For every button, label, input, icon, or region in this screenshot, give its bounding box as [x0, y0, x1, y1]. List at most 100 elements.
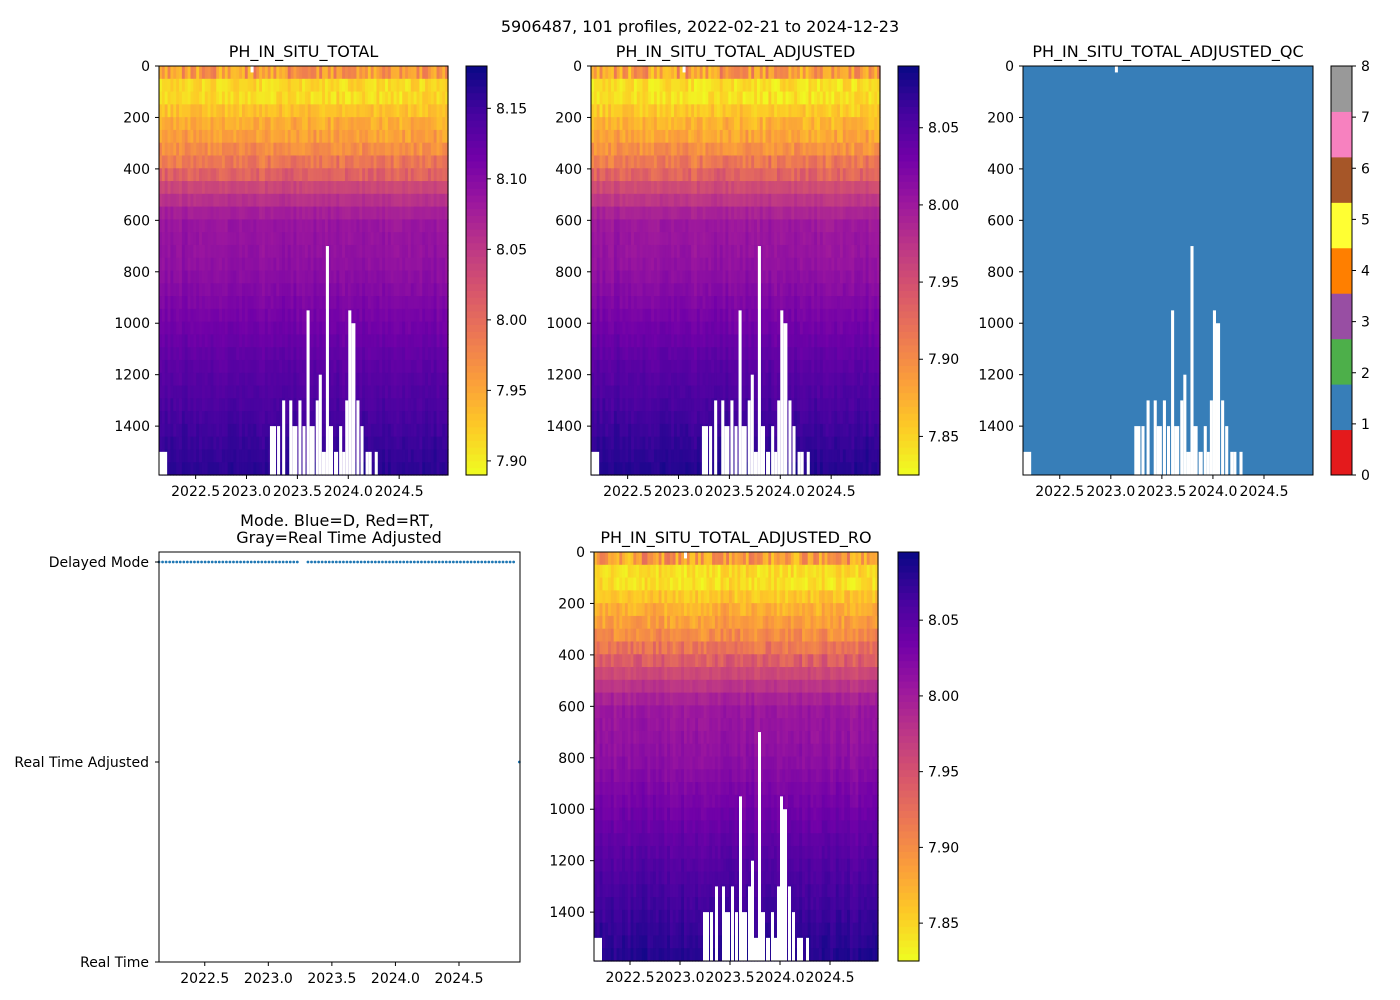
ph-raw-cell: [276, 270, 280, 284]
ph-adjusted-cell: [651, 462, 655, 476]
ph-raw-cell: [253, 283, 257, 297]
ph-raw-cell: [362, 449, 366, 463]
ph-raw-cell: [290, 219, 295, 233]
ph-raw-cell: [290, 91, 295, 105]
ph-adjusted-cell: [705, 129, 709, 144]
ph-raw-cell: [282, 206, 286, 220]
ph-raw-cell: [356, 244, 360, 259]
ph-adjusted-cell: [653, 411, 658, 425]
ph-raw-cell: [302, 181, 306, 195]
ph-raw-cell: [433, 423, 438, 438]
ph-adjusted-cell: [591, 283, 595, 297]
ph-raw-cell: [256, 411, 260, 425]
ph-raw-cell: [241, 66, 246, 80]
ph-adjusted-cell: [631, 91, 635, 105]
ph-adjusted-cell: [699, 244, 704, 259]
ph-raw-cell: [282, 117, 286, 131]
ph-adjusted-cell: [619, 193, 624, 208]
ph-raw-cell: [216, 78, 220, 93]
ph-adjusted-cell: [734, 321, 738, 336]
ph-raw-cell: [339, 142, 343, 157]
ph-adjusted-cell: [716, 398, 721, 412]
ph-adjusted-cell: [602, 78, 606, 93]
ph-raw-cell: [250, 181, 255, 195]
ph-adjusted-cell: [676, 219, 681, 233]
ph-raw-cell: [316, 359, 320, 374]
ph-raw-cell: [405, 436, 409, 451]
ph-raw-cell: [164, 347, 169, 361]
ph-adjusted-cell: [734, 142, 738, 157]
ph-raw-cell: [293, 244, 297, 259]
ph-adjusted-cell: [642, 244, 646, 259]
ph-raw-cell: [396, 449, 400, 463]
ph-raw-cell: [179, 117, 183, 131]
ph-raw-cell: [241, 359, 246, 374]
ph-raw-cell: [379, 129, 383, 144]
ph-raw-cell: [284, 334, 289, 348]
ph-raw-cell: [359, 296, 363, 310]
ph-raw-cell: [253, 372, 257, 387]
ph-adjusted-cell: [622, 372, 626, 387]
ph-raw-colorbar-swatch: [466, 284, 487, 292]
ph-raw-cell: [279, 129, 283, 144]
ph-adjusted-cell: [625, 296, 629, 310]
ph-raw-cell: [379, 155, 383, 169]
ph-raw-cell: [324, 219, 329, 233]
ph-adjusted-cell: [673, 283, 678, 297]
ph-raw-cell: [239, 296, 243, 310]
ph-raw-cell: [213, 296, 217, 310]
ph-adjusted-cell: [711, 244, 715, 259]
ph-adjusted-cell: [613, 244, 618, 259]
ph-raw-cell: [382, 193, 386, 208]
ph-adjusted-cell: [596, 385, 601, 399]
ph-raw-cell: [287, 296, 292, 310]
ph-raw-cell: [316, 117, 320, 131]
ph-raw-cell: [276, 181, 280, 195]
ph-raw-cell: [187, 91, 192, 105]
ph-adjusted-cell: [714, 155, 718, 169]
ph-raw-cell: [279, 181, 283, 195]
ph-raw-cell: [316, 372, 320, 387]
ph-raw-cell: [204, 78, 209, 93]
ph-raw-cell: [347, 206, 352, 220]
ph-raw-cell: [227, 155, 232, 169]
ph-adjusted-cell: [719, 359, 724, 374]
ph-raw-cell: [342, 321, 346, 336]
ph-raw-cell: [367, 436, 372, 451]
ph-raw-cell: [387, 423, 392, 438]
ph-raw-cell: [422, 232, 426, 246]
ph-raw-cell: [279, 219, 283, 233]
ph-raw-cell: [410, 219, 415, 233]
ph-raw-cell: [399, 283, 403, 297]
ph-adjusted-cell: [671, 372, 675, 387]
ph-adjusted-cell: [711, 385, 715, 399]
ph-raw-cell: [393, 334, 398, 348]
ph-raw-cell: [322, 168, 326, 182]
ph-adjusted-cell: [719, 168, 724, 182]
ph-raw-cell: [279, 321, 283, 336]
ph-adjusted-cell: [613, 308, 618, 323]
ph-raw-cell: [405, 398, 409, 412]
ph-adjusted-cell: [694, 449, 698, 463]
ph-adjusted-cell: [673, 129, 678, 144]
ph-raw-cell: [425, 283, 429, 297]
ph-adjusted-cell: [734, 155, 738, 169]
ph-adjusted-cell: [616, 219, 621, 233]
ph-raw-cell: [287, 321, 292, 336]
ph-raw-cell: [336, 244, 340, 259]
ph-raw-cell: [445, 411, 449, 425]
ph-raw-cell: [442, 244, 446, 259]
ph-raw-cell: [181, 423, 186, 438]
ph-raw-cell: [330, 244, 335, 259]
ph-raw-cell: [433, 181, 438, 195]
ph-raw-cell: [342, 270, 346, 284]
ph-adjusted-cell: [714, 142, 718, 157]
ph-raw-cell: [184, 308, 189, 323]
ph-raw-cell: [270, 78, 275, 93]
ph-adjusted-cell: [633, 321, 638, 336]
ph-raw-cell: [193, 347, 197, 361]
ph-adjusted-cell: [691, 129, 695, 144]
ph-raw-cell: [413, 347, 418, 361]
ph-raw-colorbar-swatch: [466, 434, 487, 442]
